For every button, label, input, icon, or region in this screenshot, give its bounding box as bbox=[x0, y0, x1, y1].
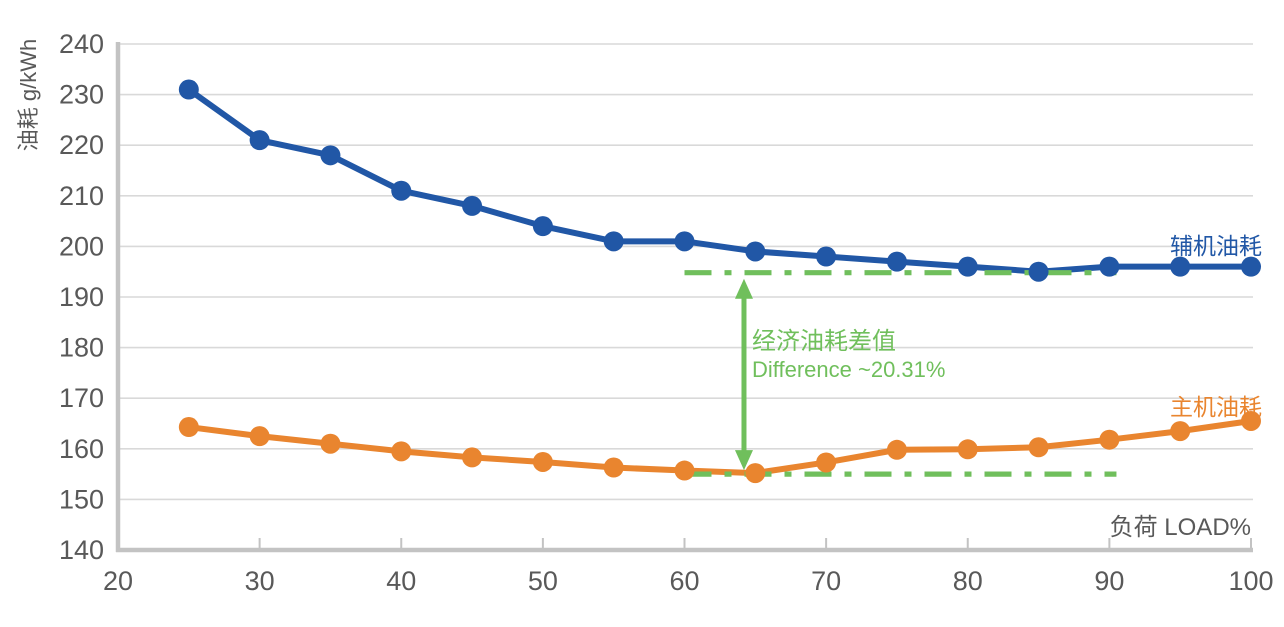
y-axis-title: 油耗 g/kWh bbox=[16, 38, 41, 152]
data-point-series-0 bbox=[816, 246, 837, 267]
data-point-series-1 bbox=[1099, 429, 1120, 450]
y-tick-label: 230 bbox=[59, 80, 104, 110]
data-point-series-1 bbox=[462, 447, 483, 468]
y-tick-label: 160 bbox=[59, 434, 104, 464]
x-tick-label: 40 bbox=[386, 566, 416, 596]
data-point-series-1 bbox=[320, 433, 341, 454]
data-point-series-1 bbox=[816, 452, 837, 473]
data-point-series-0 bbox=[320, 145, 341, 166]
y-tick-label: 150 bbox=[59, 484, 104, 514]
y-tick-label: 210 bbox=[59, 181, 104, 211]
x-tick-label: 90 bbox=[1094, 566, 1124, 596]
data-point-series-0 bbox=[886, 251, 907, 272]
y-tick-label: 140 bbox=[59, 535, 104, 565]
x-tick-label: 60 bbox=[669, 566, 699, 596]
annotation-label-en: Difference ~20.31% bbox=[752, 357, 946, 382]
arrow-head-up-icon bbox=[734, 278, 753, 299]
data-point-series-0 bbox=[1241, 256, 1261, 277]
y-tick-label: 220 bbox=[59, 130, 104, 160]
data-point-series-0 bbox=[674, 231, 695, 252]
y-tick-label: 240 bbox=[59, 29, 104, 59]
data-point-series-0 bbox=[178, 79, 199, 100]
data-point-series-1 bbox=[886, 439, 907, 460]
series-label-main-engine: 主机油耗 bbox=[1170, 394, 1262, 420]
y-tick-label: 190 bbox=[59, 282, 104, 312]
data-point-series-0 bbox=[1099, 256, 1120, 277]
data-point-series-0 bbox=[745, 241, 766, 262]
data-point-series-1 bbox=[532, 451, 553, 472]
x-tick-label: 30 bbox=[245, 566, 275, 596]
data-point-series-0 bbox=[1028, 261, 1049, 282]
arrow-head-down-icon bbox=[734, 450, 753, 471]
x-tick-label: 70 bbox=[811, 566, 841, 596]
y-tick-label: 180 bbox=[59, 333, 104, 363]
x-tick-label: 50 bbox=[528, 566, 558, 596]
data-point-series-1 bbox=[249, 426, 270, 447]
data-point-series-1 bbox=[1028, 437, 1049, 458]
data-point-series-1 bbox=[745, 463, 766, 484]
data-point-series-0 bbox=[532, 216, 553, 237]
data-point-series-1 bbox=[178, 417, 199, 438]
data-point-series-1 bbox=[957, 439, 978, 460]
x-tick-label: 80 bbox=[953, 566, 983, 596]
x-tick-label: 20 bbox=[103, 566, 133, 596]
data-point-series-0 bbox=[1170, 256, 1191, 277]
y-tick-label: 200 bbox=[59, 231, 104, 261]
series-line-0 bbox=[185, 86, 1254, 275]
x-axis-title: 负荷 LOAD% bbox=[1109, 514, 1251, 541]
x-tick-label: 100 bbox=[1228, 566, 1273, 596]
data-point-series-1 bbox=[1241, 410, 1261, 431]
data-point-series-0 bbox=[249, 130, 270, 151]
difference-annotation: 经济油耗差值 Difference ~20.31% bbox=[752, 327, 945, 383]
series-line-1 bbox=[185, 417, 1254, 477]
data-point-series-1 bbox=[603, 457, 624, 478]
data-point-series-0 bbox=[603, 231, 624, 252]
data-point-series-1 bbox=[1170, 421, 1191, 442]
data-point-series-1 bbox=[391, 441, 412, 462]
data-point-series-1 bbox=[674, 460, 695, 481]
series-label-auxiliary-engine: 辅机油耗 bbox=[1170, 233, 1262, 259]
data-point-series-0 bbox=[391, 180, 412, 201]
data-point-series-0 bbox=[957, 256, 978, 277]
annotation-label-cn: 经济油耗差值 bbox=[752, 328, 896, 355]
y-tick-label: 170 bbox=[59, 383, 104, 413]
data-point-series-0 bbox=[462, 195, 483, 216]
